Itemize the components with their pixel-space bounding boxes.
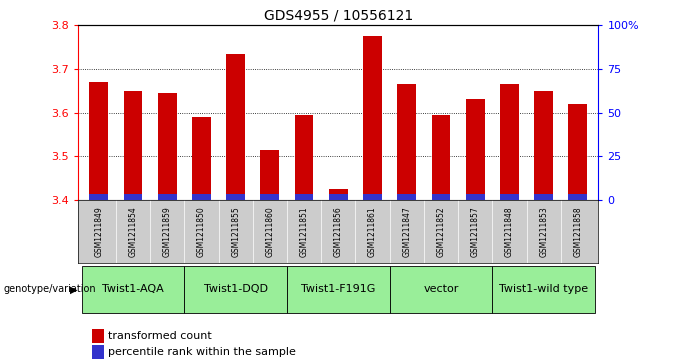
Bar (294, 195, 313, 200)
Bar (568, 195, 588, 200)
Text: ▶: ▶ (69, 285, 78, 294)
Bar (226, 195, 245, 200)
Text: genotype/variation: genotype/variation (3, 285, 96, 294)
Text: GSM1211860: GSM1211860 (265, 206, 274, 257)
Bar (192, 117, 211, 200)
Text: Twist1-AQA: Twist1-AQA (102, 285, 164, 294)
Text: GSM1211857: GSM1211857 (471, 206, 479, 257)
Bar (466, 195, 485, 200)
Bar (363, 36, 382, 200)
Bar (397, 195, 416, 200)
Bar (432, 195, 450, 200)
Bar (534, 91, 553, 200)
Bar (89, 82, 108, 200)
Bar (158, 195, 177, 200)
Bar (260, 195, 279, 200)
Bar (534, 195, 553, 200)
Text: Twist1-F191G: Twist1-F191G (301, 285, 375, 294)
Text: transformed count: transformed count (108, 331, 212, 341)
Text: GSM1211850: GSM1211850 (197, 206, 206, 257)
Bar (329, 195, 347, 200)
Bar (260, 150, 279, 200)
Bar (363, 195, 382, 200)
Bar (158, 93, 177, 200)
Title: GDS4955 / 10556121: GDS4955 / 10556121 (264, 9, 413, 23)
Bar (124, 195, 142, 200)
Bar (466, 99, 485, 200)
Bar (397, 84, 416, 200)
Bar (192, 195, 211, 200)
Text: Twist1-DQD: Twist1-DQD (203, 285, 268, 294)
Text: GSM1211847: GSM1211847 (403, 206, 411, 257)
Text: GSM1211859: GSM1211859 (163, 206, 171, 257)
Bar (184, 266, 287, 313)
Bar (226, 54, 245, 200)
Text: percentile rank within the sample: percentile rank within the sample (108, 347, 296, 357)
Text: GSM1211849: GSM1211849 (95, 206, 103, 257)
Bar (492, 266, 595, 313)
Text: GSM1211861: GSM1211861 (368, 206, 377, 257)
Text: GSM1211854: GSM1211854 (129, 206, 137, 257)
Bar (500, 84, 519, 200)
Text: GSM1211848: GSM1211848 (505, 206, 514, 257)
Bar (390, 266, 492, 313)
Text: GSM1211858: GSM1211858 (573, 206, 582, 257)
Bar (82, 266, 184, 313)
Bar (432, 115, 450, 200)
Bar (329, 189, 347, 200)
Bar (89, 195, 108, 200)
Bar (124, 91, 142, 200)
Text: GSM1211852: GSM1211852 (437, 206, 445, 257)
Text: Twist1-wild type: Twist1-wild type (499, 285, 588, 294)
Bar (287, 266, 390, 313)
Bar (500, 195, 519, 200)
Text: vector: vector (423, 285, 458, 294)
Bar (568, 104, 588, 200)
Text: GSM1211853: GSM1211853 (539, 206, 548, 257)
Text: GSM1211856: GSM1211856 (334, 206, 343, 257)
Bar (294, 115, 313, 200)
Text: GSM1211851: GSM1211851 (300, 206, 309, 257)
Text: GSM1211855: GSM1211855 (231, 206, 240, 257)
